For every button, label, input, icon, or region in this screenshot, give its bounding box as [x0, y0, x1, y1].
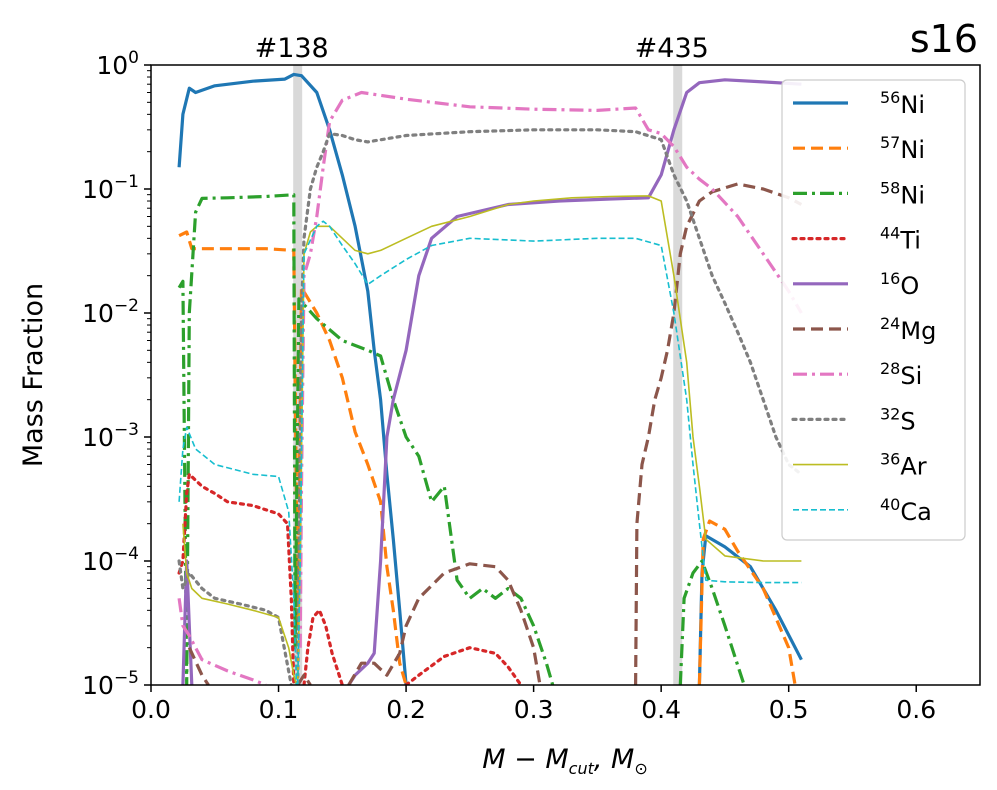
series-line-40ca [178, 220, 802, 685]
legend-label-40ca: 40Ca [880, 495, 932, 526]
y-tick-label: 10−3 [82, 420, 139, 452]
y-axis-ticks: 100 10−1 10−2 10−3 10−4 10−5 [82, 48, 151, 700]
series-line-36ar [182, 195, 802, 685]
series-line-57ni [178, 230, 797, 685]
axes-frame [150, 64, 981, 686]
shell-marker-label: #435 [635, 33, 709, 64]
series-lines [177, 72, 803, 685]
legend-label-16o: 16O [880, 269, 919, 300]
series-line-58ni [177, 193, 746, 685]
y-tick-label: 10−4 [82, 544, 139, 576]
series-line-24mg [187, 182, 803, 685]
legend-label-57ni: 57Ni [880, 133, 925, 164]
panel-label: s16 [910, 17, 978, 61]
x-axis-label: M − Mcut, M⊙ [482, 744, 647, 778]
series-line-16o [181, 78, 802, 685]
legend-label-58ni: 58Ni [880, 178, 925, 209]
legend-box [781, 79, 966, 541]
x-tick-label: 0.0 [131, 695, 171, 724]
legend: 56Ni 57Ni 58Ni 44Ti 16O 24Mg 28Si 32S 36Ar 40Ca [781, 79, 966, 541]
shell-marker-label: #138 [255, 33, 329, 64]
series-line-44ti [177, 472, 523, 685]
x-axis-ticks: 0.0 0.1 0.2 0.3 0.4 0.5 0.6 [131, 685, 936, 724]
x-tick-label: 0.4 [641, 695, 681, 724]
shell-markers: #138 #435 [255, 33, 709, 685]
y-axis-label: Mass Fraction [18, 283, 49, 467]
series-line-28si [177, 90, 803, 685]
y-tick-label: 100 [96, 48, 139, 80]
shell-marker-band [293, 65, 303, 685]
series-line-32s [177, 128, 803, 685]
legend-label-28si: 28Si [880, 359, 922, 390]
y-tick-label: 10−1 [82, 172, 139, 204]
legend-label-36ar: 36Ar [880, 450, 927, 481]
x-tick-label: 0.5 [769, 695, 809, 724]
x-tick-label: 0.6 [896, 695, 936, 724]
legend-label-56ni: 56Ni [880, 88, 925, 119]
legend-label-24mg: 24Mg [880, 314, 936, 345]
x-tick-label: 0.3 [514, 695, 554, 724]
shell-marker-band [673, 65, 683, 685]
y-tick-label: 10−2 [82, 296, 139, 328]
x-tick-label: 0.1 [259, 695, 299, 724]
y-tick-label: 10−5 [82, 668, 139, 700]
legend-label-44ti: 44Ti [880, 224, 921, 255]
legend-label-32s: 32S [880, 404, 916, 435]
x-tick-label: 0.2 [386, 695, 426, 724]
